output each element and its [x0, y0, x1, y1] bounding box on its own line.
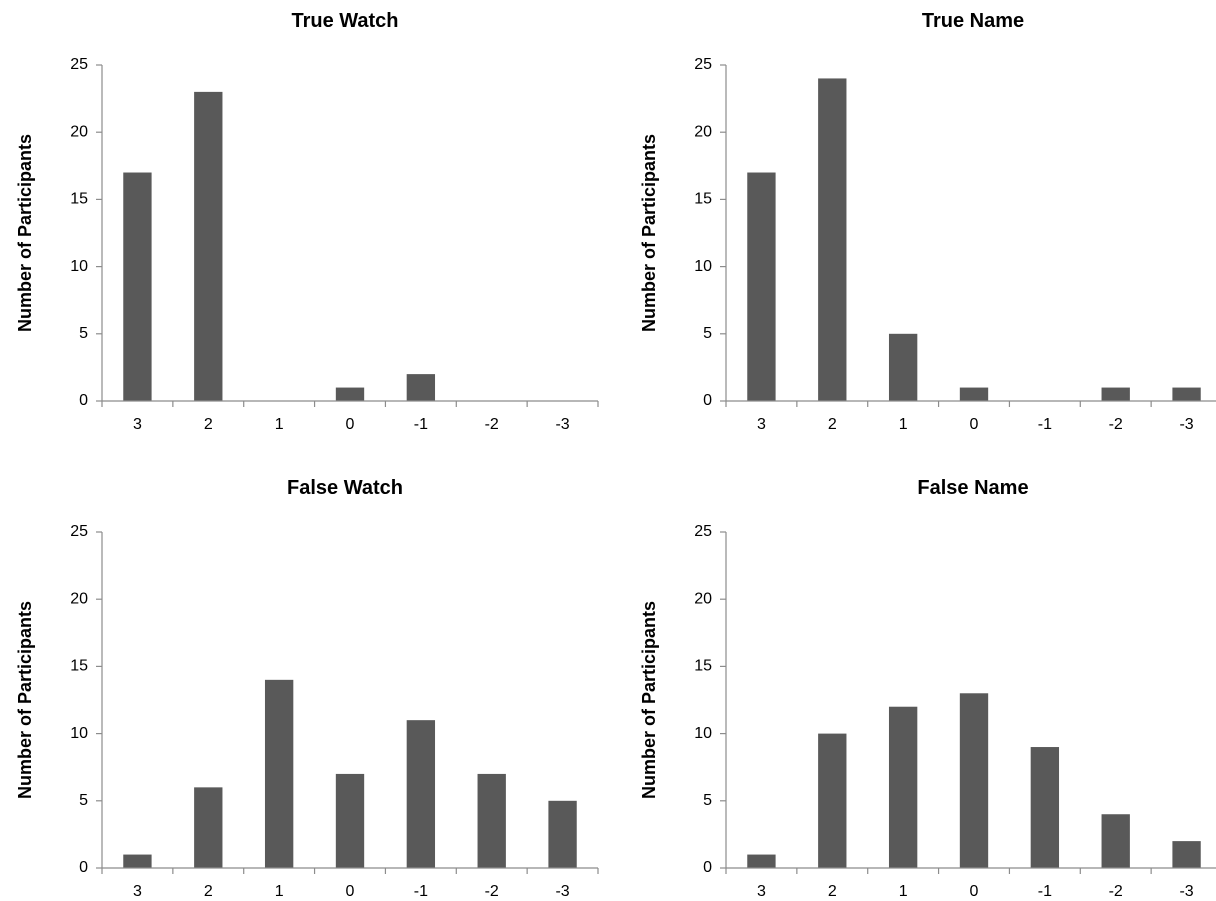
y-tick-label: 15 — [70, 658, 88, 675]
y-tick-label: 0 — [79, 392, 88, 409]
y-tick-label: 15 — [70, 191, 88, 208]
y-tick-label: 5 — [79, 325, 88, 342]
bar-2 — [818, 78, 847, 401]
y-tick-label: 20 — [70, 123, 88, 140]
bar-0 — [959, 693, 989, 868]
y-tick-label: 25 — [694, 56, 712, 73]
x-tick-label: 0 — [970, 416, 979, 433]
bar-2 — [194, 787, 223, 868]
x-tick-label: 1 — [899, 883, 908, 900]
x-tick-label: 1 — [275, 883, 284, 900]
y-axis-label: Number of Participants — [15, 134, 35, 332]
bar-0 — [959, 387, 989, 401]
bar-3 — [123, 854, 152, 868]
bar--3 — [548, 800, 577, 868]
x-tick-label: -1 — [414, 416, 428, 433]
bar-3 — [747, 854, 776, 868]
x-tick-label: -2 — [485, 883, 499, 900]
bar-1 — [264, 679, 294, 868]
x-tick-label: 3 — [133, 416, 142, 433]
bar-0 — [335, 773, 365, 868]
y-tick-label: 25 — [70, 56, 88, 73]
x-tick-label: -2 — [1109, 416, 1123, 433]
y-axis-label: Number of Participants — [15, 601, 35, 799]
x-tick-label: 2 — [204, 883, 213, 900]
y-tick-label: 10 — [70, 258, 88, 275]
x-tick-label: 1 — [275, 416, 284, 433]
y-tick-label: 10 — [694, 258, 712, 275]
y-tick-label: 5 — [79, 792, 88, 809]
x-tick-label: 2 — [828, 416, 837, 433]
chart-title: True Name — [922, 10, 1024, 32]
y-tick-label: 5 — [703, 325, 712, 342]
bar--1 — [406, 720, 436, 868]
bar--1 — [406, 374, 436, 401]
chart-title: False Watch — [287, 477, 403, 499]
x-tick-label: 0 — [970, 883, 979, 900]
bar--2 — [1101, 387, 1130, 401]
y-tick-label: 20 — [694, 123, 712, 140]
bar-2 — [194, 91, 223, 401]
bar--2 — [477, 773, 506, 868]
x-tick-label: -3 — [555, 883, 569, 900]
bar-2 — [818, 733, 847, 868]
chart-title: True Watch — [291, 10, 398, 32]
y-tick-label: 10 — [694, 725, 712, 742]
x-tick-label: -1 — [414, 883, 428, 900]
y-tick-label: 25 — [70, 523, 88, 540]
x-tick-label: -3 — [1179, 883, 1193, 900]
x-tick-label: 3 — [757, 416, 766, 433]
bar--1 — [1030, 747, 1060, 868]
x-tick-label: 3 — [757, 883, 766, 900]
x-tick-label: 3 — [133, 883, 142, 900]
chart-title: False Name — [917, 477, 1028, 499]
x-tick-label: 0 — [346, 883, 355, 900]
x-tick-label: -2 — [1109, 883, 1123, 900]
bar--3 — [1172, 387, 1201, 401]
y-tick-label: 10 — [70, 725, 88, 742]
bar-3 — [123, 172, 152, 401]
y-tick-label: 20 — [694, 590, 712, 607]
x-tick-label: 1 — [899, 416, 908, 433]
x-tick-label: -3 — [1179, 416, 1193, 433]
y-axis-label: Number of Participants — [639, 601, 659, 799]
bar-0 — [335, 387, 365, 401]
y-tick-label: 0 — [79, 859, 88, 876]
x-tick-label: 2 — [828, 883, 837, 900]
x-tick-label: -1 — [1038, 883, 1052, 900]
y-tick-label: 15 — [694, 191, 712, 208]
bar-1 — [888, 706, 918, 868]
y-tick-label: 15 — [694, 658, 712, 675]
x-tick-label: 0 — [346, 416, 355, 433]
y-tick-label: 25 — [694, 523, 712, 540]
bar-1 — [888, 333, 918, 401]
y-tick-label: 5 — [703, 792, 712, 809]
y-tick-label: 0 — [703, 392, 712, 409]
x-tick-label: -1 — [1038, 416, 1052, 433]
x-tick-label: -3 — [555, 416, 569, 433]
x-tick-label: -2 — [485, 416, 499, 433]
bar--3 — [1172, 841, 1201, 868]
bar--2 — [1101, 814, 1130, 868]
x-tick-label: 2 — [204, 416, 213, 433]
y-axis-label: Number of Participants — [639, 134, 659, 332]
y-tick-label: 20 — [70, 590, 88, 607]
bar-3 — [747, 172, 776, 401]
y-tick-label: 0 — [703, 859, 712, 876]
